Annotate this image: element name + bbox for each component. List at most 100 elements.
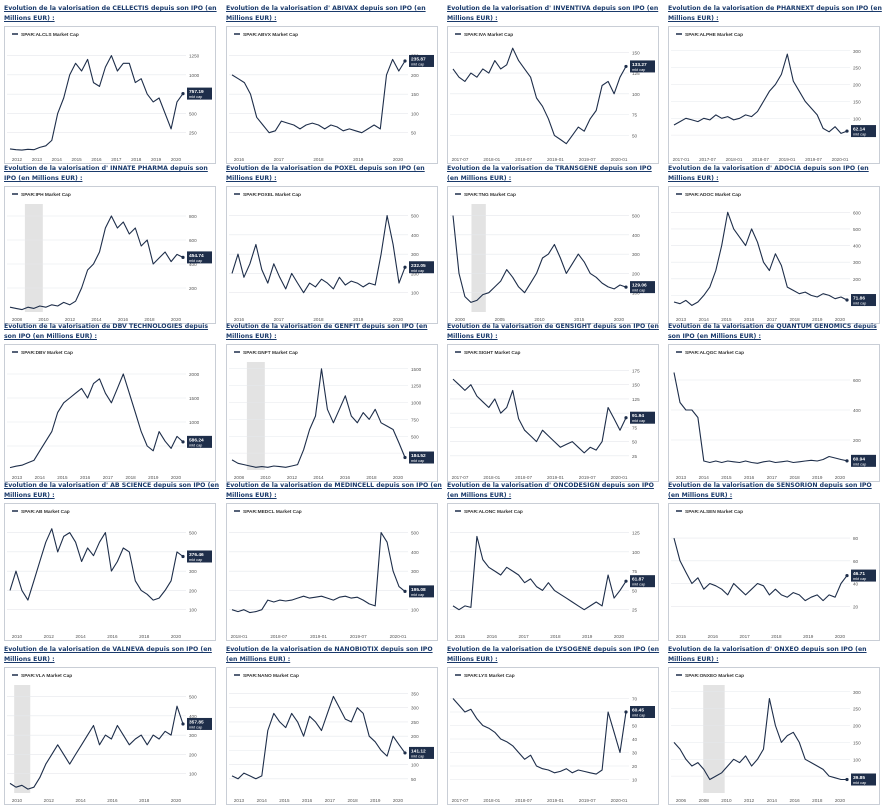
x-tick-label: 2020-01	[390, 634, 407, 639]
legend-label: SPAR:AB Market Cap	[21, 509, 70, 515]
last-point-marker	[181, 255, 185, 259]
y-tick-label: 50	[632, 588, 638, 593]
chart-title: Evolution de la valorisation de SENSORIO…	[668, 482, 872, 499]
x-tick-label: 2008	[699, 798, 710, 803]
x-tick-label: 2015	[721, 475, 732, 480]
x-tick-label: 2018	[550, 634, 561, 639]
chart-panel: Evolution de la valorisation d' INVENTIV…	[447, 4, 663, 164]
series-line	[231, 695, 406, 780]
x-tick-label: 2014	[52, 157, 63, 162]
y-tick-label: 500	[411, 434, 419, 439]
y-tick-label: 500	[411, 531, 419, 536]
y-tick-label: 250	[411, 720, 419, 725]
x-tick-label: 2020-01	[611, 157, 628, 162]
x-tick-label: 2020-01	[611, 798, 628, 803]
value-badge-text: 232.05	[411, 263, 426, 269]
y-tick-label: 50	[632, 440, 638, 445]
value-badge-text: 235.87	[411, 56, 426, 62]
line-chart: 2550751001251501752017-072018-012018-072…	[447, 344, 659, 482]
y-tick-label: 10	[632, 778, 638, 783]
line-chart: 2505007501000125020122013201420152016201…	[4, 26, 216, 164]
x-tick-label: 2010	[721, 798, 732, 803]
value-badge-subtext: mkt cap	[411, 593, 424, 597]
legend-label: SPAR:ALONC Market Cap	[464, 509, 523, 515]
series-line	[673, 211, 848, 306]
x-tick-label: 2012	[287, 475, 298, 480]
x-tick-label: 2020	[835, 634, 846, 639]
legend-label: SPAR:LYS Market Cap	[464, 673, 515, 679]
legend-label: SPAR:IPH Market Cap	[21, 192, 71, 198]
value-badge-subtext: mkt cap	[853, 577, 866, 581]
legend-label: SPAR:NANO Market Cap	[243, 673, 299, 679]
recession-shading	[14, 685, 31, 793]
last-point-marker	[403, 265, 407, 269]
x-tick-label: 2019-01	[547, 475, 564, 480]
chart-panel: Evolution de la valorisation de SENSORIO…	[668, 481, 884, 641]
y-tick-label: 400	[411, 550, 419, 555]
x-tick-label: 2016	[118, 317, 129, 322]
chart-svg: 25 50 75 100 125 2015 2016 2017 2018 2019 2020 61.8…	[447, 503, 659, 641]
y-tick-label: 150	[411, 92, 419, 97]
last-point-marker	[845, 573, 849, 578]
chart-frame	[447, 503, 659, 641]
line-chart: 1002003004005002010201220142016201820203…	[4, 503, 216, 641]
y-tick-label: 150	[853, 740, 861, 745]
chart-svg: 100 200 300 400 500 2016 2017 2018 2019 2020 232.0…	[226, 186, 438, 324]
x-tick-label: 2016	[789, 798, 800, 803]
chart-frame	[226, 186, 438, 324]
y-tick-label: 2000	[189, 372, 200, 377]
y-tick-label: 100	[632, 550, 640, 555]
chart-frame	[4, 26, 216, 164]
x-tick-label: 2017-01	[673, 157, 690, 162]
x-tick-label: 2019	[370, 798, 381, 803]
legend-label: SPAR:POXEL Market Cap	[243, 192, 301, 198]
legend-label: SPAR:MEDCL Market Cap	[243, 509, 302, 515]
y-tick-label: 100	[411, 291, 419, 296]
y-tick-label: 50	[632, 724, 638, 729]
line-chart: 5010015020025030035020132014201520162017…	[226, 667, 438, 805]
x-tick-label: 2020-01	[832, 157, 849, 162]
y-tick-label: 500	[411, 214, 419, 219]
x-tick-label: 2019	[353, 317, 364, 322]
y-tick-label: 100	[189, 608, 197, 613]
y-tick-label: 300	[632, 252, 640, 257]
y-tick-label: 600	[853, 378, 861, 383]
legend-label: SPAR:ABVX Market Cap	[243, 32, 298, 38]
line-chart: 1002003004005006002013201420152016201720…	[668, 186, 880, 324]
chart-title: Evolution de la valorisation d' ONXEO de…	[668, 646, 867, 663]
x-tick-label: 2018	[131, 157, 142, 162]
x-tick-label: 2019	[148, 475, 159, 480]
last-point-marker	[181, 92, 185, 96]
x-tick-label: 2019	[812, 475, 823, 480]
chart-title: Evolution de la valorisation d' INNATE P…	[4, 165, 208, 182]
y-tick-label: 125	[632, 71, 640, 76]
y-tick-label: 350	[411, 692, 419, 697]
line-chart: 501001502002503002017-012017-072018-0120…	[668, 26, 880, 164]
y-tick-label: 1250	[189, 54, 200, 59]
y-tick-label: 300	[411, 569, 419, 574]
series-line	[673, 697, 847, 781]
y-tick-label: 500	[189, 531, 197, 536]
x-tick-label: 2015	[455, 634, 466, 639]
chart-title: Evolution de la valorisation d' INVENTIV…	[447, 5, 659, 22]
series-line	[231, 368, 406, 468]
chart-title: Evolution de la valorisation de GENSIGHT…	[447, 323, 659, 340]
x-tick-label: 2019-07	[805, 157, 822, 162]
chart-panel: Evolution de la valorisation de GENSIGHT…	[447, 322, 663, 482]
y-tick-label: 60	[853, 559, 859, 564]
x-tick-label: 2020	[171, 157, 182, 162]
x-tick-label: 2000	[455, 317, 466, 322]
y-tick-label: 200	[853, 438, 861, 443]
last-point-marker	[403, 455, 407, 460]
y-tick-label: 200	[411, 73, 419, 78]
y-tick-label: 125	[632, 531, 640, 536]
series-line	[9, 215, 184, 311]
value-badge-text: 133.27	[632, 62, 647, 68]
y-tick-label: 400	[189, 262, 197, 267]
value-badge-text: 454.74	[189, 253, 204, 259]
chart-panel: Evolution de la valorisation de POXEL de…	[226, 164, 442, 324]
y-tick-label: 1000	[411, 401, 422, 406]
chart-frame	[447, 667, 659, 805]
chart-svg: 1002003004005002010201220142016201820203…	[4, 503, 216, 641]
x-tick-label: 2018	[125, 475, 136, 480]
